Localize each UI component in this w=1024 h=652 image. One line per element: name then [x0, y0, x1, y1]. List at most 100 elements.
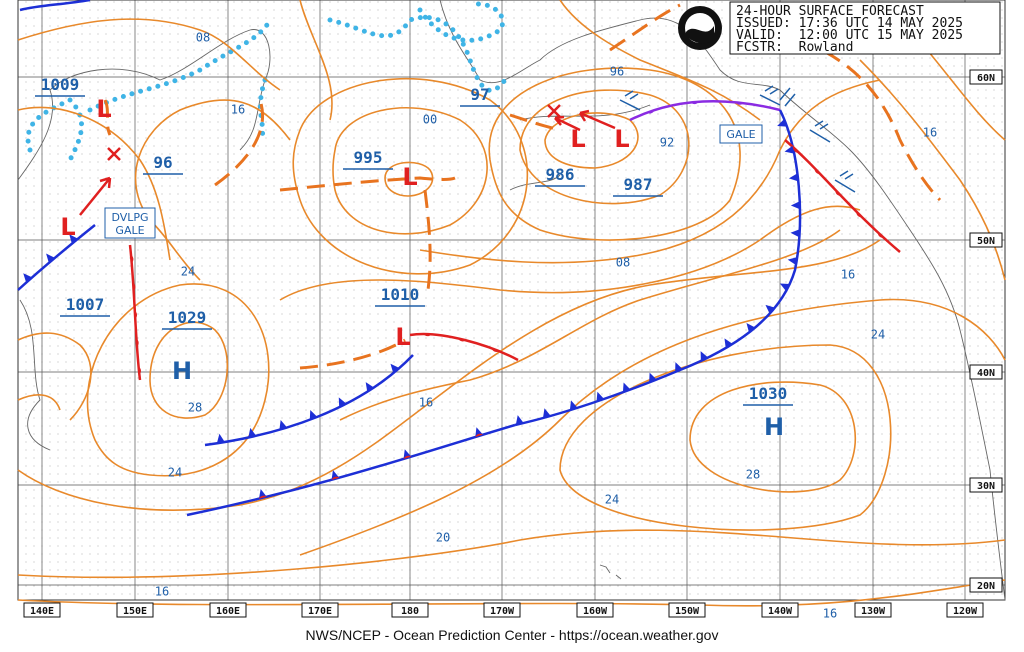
front-triangle [622, 382, 631, 393]
isobar-label: 20 [436, 531, 450, 545]
isobar-label: 16 [841, 268, 855, 282]
latitude-label: 40N [977, 368, 995, 379]
pressure-label: 97 [470, 85, 489, 104]
longitude-label: 160W [583, 606, 608, 617]
label-box [483, 602, 521, 618]
warning: GALE [115, 224, 144, 237]
front-semicircle [131, 254, 134, 263]
front-triangle [700, 351, 709, 361]
front-triangle [279, 420, 288, 430]
isobars [17, 0, 1006, 607]
isobar-label: 08 [196, 31, 210, 45]
pressure-label: 1030 [749, 384, 788, 403]
label-box [116, 602, 154, 618]
latitude-label: 60N [977, 73, 995, 84]
front-triangle [390, 363, 400, 374]
front-semicircle [403, 455, 412, 459]
front-semicircle [134, 310, 138, 319]
pressure-centers: H H L L L L L L [60, 95, 784, 441]
front-semicircle [136, 338, 139, 347]
front-semicircle [856, 211, 862, 218]
label-box [209, 602, 247, 618]
label-box [761, 602, 799, 618]
warning-box [104, 207, 156, 239]
label-box [969, 232, 1003, 248]
latitude-label: 20N [977, 581, 995, 592]
isobar-label: 28 [746, 468, 760, 482]
noaa-logo [678, 6, 722, 50]
front-semicircle [491, 348, 500, 353]
warnings: GALE DVLPG GALE [104, 124, 763, 239]
front-semicircle [423, 334, 432, 337]
isobar-label: 28 [188, 401, 202, 415]
warning: GALE [726, 128, 755, 141]
troughs [103, 3, 942, 370]
front-triangle [777, 119, 787, 127]
longitude-label: 120W [953, 606, 978, 617]
front-triangle [649, 372, 657, 383]
front-triangle [724, 338, 733, 349]
longitude-label: 180 [401, 606, 419, 617]
low-center: L [60, 213, 75, 241]
high-center: H [172, 357, 192, 385]
pressure-label: 1010 [381, 285, 420, 304]
front-semicircle [331, 476, 340, 480]
label-box [969, 477, 1003, 493]
pressure-label: 1009 [41, 75, 80, 94]
isobar-label: 24 [871, 328, 885, 342]
pressure-label: 1007 [66, 295, 105, 314]
header-line: 24-HOUR SURFACE FORECAST [736, 4, 924, 19]
pressure-label: 1029 [168, 308, 207, 327]
label-box [668, 602, 706, 618]
front-triangle [69, 234, 79, 244]
longitude-label: 140W [768, 606, 793, 617]
isobar-label: 24 [605, 493, 619, 507]
label-box [391, 602, 429, 618]
label-box [854, 602, 892, 618]
front-triangle [365, 382, 374, 392]
front-triangle [216, 433, 225, 444]
front-triangle [338, 397, 347, 408]
label-box [969, 69, 1003, 85]
pressure-label: 96 [153, 153, 172, 172]
footer: NWS/NCEP - Ocean Prediction Center - htt… [306, 627, 719, 643]
low-center: L [96, 95, 111, 123]
wind-barbs [619, 85, 856, 193]
front-semicircle [735, 102, 744, 105]
isobar-label: 16 [923, 126, 937, 140]
axis-labels: 140E 150E 160E 170E 180 170W 160W 150W 140W 130W 1… [23, 69, 1003, 618]
label-box [576, 602, 614, 618]
footer-band [0, 622, 1024, 652]
longitude-label: 150W [675, 606, 700, 617]
header-line: ISSUED: 17:36 UTC 14 MAY 2025 [736, 16, 963, 31]
front-triangle [569, 400, 578, 411]
low-center: L [614, 125, 629, 153]
header-box [729, 1, 1001, 55]
longitude-label: 160E [216, 606, 240, 617]
warning: DVLPG [111, 211, 148, 224]
isobar-label: 24 [168, 466, 182, 480]
high-center: H [764, 413, 784, 441]
front-semicircle [835, 189, 841, 196]
isobar-label: 96 [610, 65, 624, 79]
front-triangle [675, 362, 683, 373]
front-triangle [790, 201, 800, 210]
longitude-label: 150E [123, 606, 147, 617]
pressure-label: 986 [546, 165, 575, 184]
ice-edge [25, 1, 508, 163]
front-semicircle [475, 433, 483, 437]
low-center: L [402, 163, 417, 191]
longitude-label: 170W [490, 606, 515, 617]
motion-arrows [79, 104, 616, 216]
pressure-label: 995 [354, 148, 383, 167]
front-semicircle [458, 338, 466, 342]
header-line: FCSTR: Rowland [736, 40, 853, 55]
front-triangle [779, 283, 790, 292]
label-box [969, 364, 1003, 380]
warning-box [719, 124, 763, 144]
header-line: VALID: 12:00 UTC 15 MAY 2025 [736, 28, 963, 43]
front-triangle [784, 145, 795, 154]
isobar-label: 08 [616, 256, 630, 270]
isobar-label: 00 [423, 113, 437, 127]
front-triangle [790, 229, 800, 238]
